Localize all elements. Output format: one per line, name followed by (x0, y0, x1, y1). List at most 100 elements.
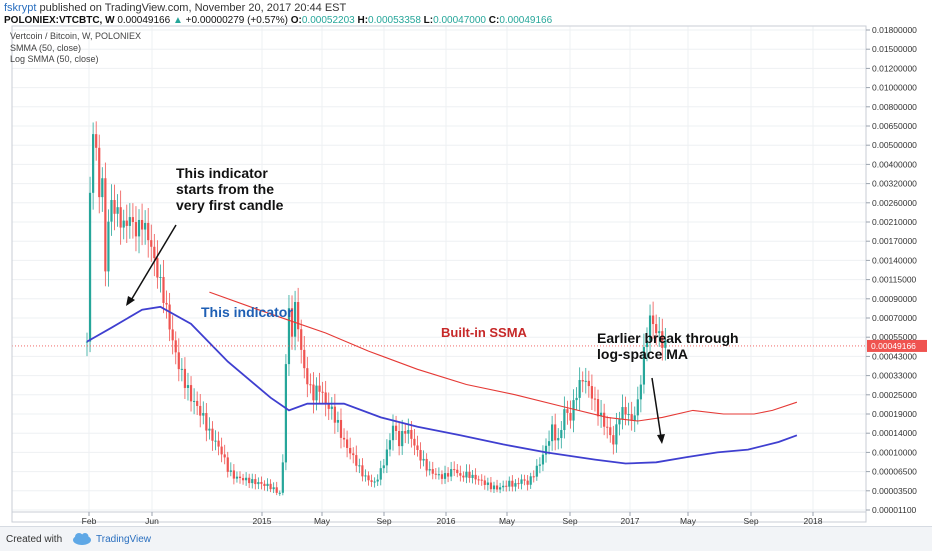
high-value: 0.00053358 (368, 15, 421, 26)
y-tick-label: 0.00006500 (872, 467, 917, 477)
candle-body (315, 385, 318, 401)
candle-body (211, 428, 214, 441)
candle-body (434, 473, 437, 475)
candle-body (235, 476, 239, 479)
candle-body (147, 222, 150, 241)
candle-body (327, 404, 330, 409)
y-tick-label: 0.00500000 (872, 140, 917, 150)
arrow-first-candle (129, 224, 177, 303)
candle-body (306, 368, 309, 385)
candle-body (538, 464, 541, 466)
x-tick-label: 2016 (437, 516, 456, 526)
candle-body (404, 431, 407, 434)
close-label: C: (488, 15, 500, 26)
tradingview-logo-icon[interactable] (71, 532, 93, 546)
candle-body (205, 413, 208, 431)
candle-body (532, 476, 535, 478)
close-value: 0.00049166 (499, 15, 553, 26)
y-tick-label: 0.00001100 (872, 505, 917, 515)
candle-body (505, 485, 508, 487)
author-name[interactable]: fskrypt (4, 2, 37, 14)
candle-body (284, 364, 287, 463)
log-smma-line (86, 305, 798, 465)
legend-log-smma[interactable]: Log SMMA (50, close) (10, 54, 99, 64)
candle-body (596, 399, 600, 417)
candle-body (312, 384, 315, 401)
tradingview-brand[interactable]: TradingView (96, 534, 152, 545)
candle-body (618, 419, 621, 425)
candle-body (477, 479, 480, 481)
last-price-tag (867, 339, 927, 352)
candle-body (599, 412, 603, 417)
candle-body (401, 431, 404, 447)
x-tick-label: Sep (376, 516, 391, 526)
candle-body (606, 426, 609, 428)
candle-body (324, 392, 327, 405)
published-text: published on TradingView.com, November 2… (39, 2, 347, 14)
last-price: 0.00049166 (117, 15, 171, 26)
candle-body (251, 479, 254, 484)
x-tick-label: Feb (82, 516, 97, 526)
candle-body (116, 207, 119, 214)
legend-smma[interactable]: SMMA (50, close) (10, 43, 82, 53)
plot-border (11, 25, 867, 523)
annotation-earlier-break: Earlier break through log-space MA (597, 330, 739, 362)
candle-body (627, 414, 630, 416)
price-chart[interactable]: 0.01800000 0.01500000 0.01200000 0.01000000… (0, 0, 932, 526)
candle-body (419, 449, 422, 461)
candle-body (554, 424, 557, 441)
candle-body (511, 480, 514, 487)
candle-body (495, 485, 499, 490)
symbol-label: POLONIEX:VTCBTC, W (4, 15, 115, 26)
candle-body (122, 220, 125, 228)
candle-body (499, 487, 502, 490)
candle-body (483, 480, 486, 485)
candle-body (486, 482, 489, 485)
candle-body (290, 308, 294, 337)
y-tick-label: 0.00260000 (872, 198, 917, 208)
candle-body (269, 483, 272, 490)
candle-body (358, 465, 361, 467)
candle-body (101, 178, 104, 198)
candle-body (266, 483, 269, 486)
candle-body (159, 276, 162, 278)
annotation-first-candle: This indicator starts from the very firs… (176, 165, 284, 213)
candle-body (450, 469, 453, 477)
candle-body (535, 465, 538, 477)
candle-body (661, 331, 664, 348)
legend-title: Vertcoin / Bitcoin, W, POLONIEX (10, 31, 142, 41)
candle-body (193, 400, 196, 402)
candle-body (168, 304, 171, 330)
candle-body (349, 447, 352, 454)
candle-body (609, 427, 612, 436)
candle-body (520, 479, 523, 484)
y-tick-label: 0.00010000 (872, 447, 917, 457)
candle-body (229, 470, 232, 472)
y-tick-label: 0.00115000 (872, 275, 917, 285)
candle-body (636, 399, 639, 416)
candle-body (379, 468, 382, 480)
candle-body (581, 380, 584, 382)
candle-body (569, 412, 572, 421)
candle-body (642, 347, 646, 385)
candle-body (241, 478, 245, 481)
candle-body (333, 406, 336, 423)
candle-body (410, 429, 413, 439)
candle-body (391, 425, 395, 441)
candle-body (232, 470, 235, 479)
candle-body (281, 462, 284, 493)
candle-body (113, 200, 116, 214)
candle-body (502, 485, 505, 488)
smma-line (209, 291, 798, 422)
candle-body (645, 340, 649, 348)
candle-body (465, 471, 468, 478)
y-tick-label: 0.00090000 (872, 294, 917, 304)
candle-body (174, 340, 177, 353)
candle-body (514, 483, 517, 487)
y-tick-label: 0.00033000 (872, 371, 917, 381)
created-with-text: Created with (6, 534, 63, 545)
candle-body (563, 409, 566, 431)
x-tick-label: May (680, 516, 697, 526)
candle-body (517, 483, 520, 485)
candle-body (263, 483, 266, 486)
